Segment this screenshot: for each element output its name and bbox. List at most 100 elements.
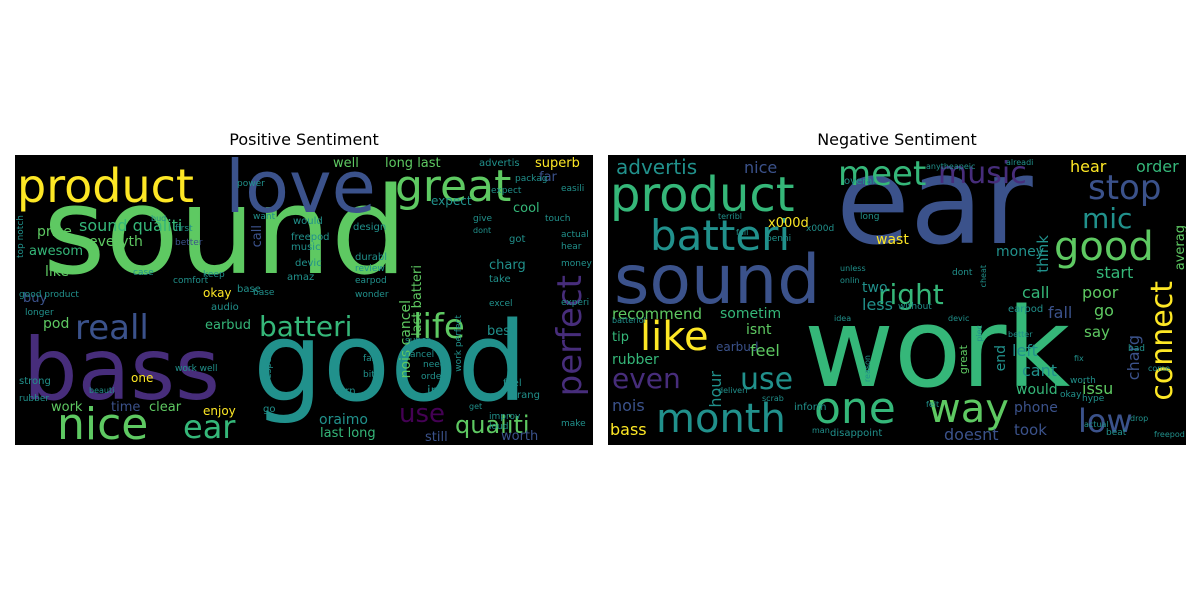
word: use xyxy=(740,362,794,397)
word: averag xyxy=(1173,225,1186,271)
word: long xyxy=(860,212,880,222)
positive-sentiment-title: Positive Sentiment xyxy=(229,130,379,149)
word: amaz xyxy=(287,272,315,283)
word: full xyxy=(736,228,749,237)
word: superb xyxy=(535,156,580,171)
word: top notch xyxy=(16,215,26,259)
word: dont xyxy=(952,268,973,278)
word: okay xyxy=(203,286,232,300)
word: expect xyxy=(491,186,522,196)
word: reall xyxy=(75,308,149,348)
word: nice xyxy=(57,399,149,446)
word: drop xyxy=(1130,414,1149,423)
word: buy xyxy=(23,291,48,306)
word: durabl xyxy=(355,252,388,263)
word: touch xyxy=(545,214,571,224)
negative-word-cloud: ear work sound product batteri one month… xyxy=(608,155,1186,445)
word: super xyxy=(405,336,431,346)
word: overal xyxy=(844,176,876,187)
word: connect xyxy=(1145,281,1180,401)
word: two xyxy=(862,280,888,296)
word: still xyxy=(425,430,448,445)
negative-sentiment-title: Negative Sentiment xyxy=(817,130,977,149)
word: less xyxy=(862,295,893,314)
word: better xyxy=(175,238,203,248)
word: bass xyxy=(23,320,220,420)
word: hear xyxy=(1070,157,1107,176)
word: fix xyxy=(1074,354,1084,363)
word: go xyxy=(1094,301,1114,320)
word: cheat xyxy=(979,265,988,288)
word: product xyxy=(17,159,194,213)
word: music xyxy=(291,242,321,253)
word: month xyxy=(656,396,786,442)
word: x000d xyxy=(768,216,809,231)
word: feel xyxy=(503,378,522,389)
word: better xyxy=(1008,330,1033,339)
word: cool xyxy=(513,201,540,216)
word: sound qualiti xyxy=(79,216,183,235)
word: worth xyxy=(1070,376,1096,386)
word: sometim xyxy=(720,306,782,322)
word: recommend xyxy=(612,305,702,323)
word: right xyxy=(878,278,944,311)
word: man xyxy=(812,426,830,435)
word: review xyxy=(355,264,385,274)
word: especi xyxy=(264,350,274,379)
word: last batteri xyxy=(410,265,425,336)
word: cancel xyxy=(405,350,435,360)
word: without xyxy=(898,302,932,312)
word: everyth xyxy=(89,234,143,250)
word: doesnt xyxy=(944,425,999,444)
word: idea xyxy=(834,314,852,323)
word: devic xyxy=(295,258,322,269)
word: ear xyxy=(836,155,1033,272)
word: advertis xyxy=(616,155,698,179)
word: nois xyxy=(612,396,645,415)
word: charg xyxy=(489,258,526,273)
word: take xyxy=(489,274,511,285)
word: piec xyxy=(975,325,984,342)
word: way xyxy=(928,386,1009,432)
word: bud xyxy=(151,214,167,223)
word: penni xyxy=(766,234,792,244)
word: left xyxy=(1012,341,1038,360)
word: price xyxy=(37,224,72,240)
word: wast xyxy=(876,232,909,248)
word: inform xyxy=(794,402,827,413)
word: great xyxy=(395,161,512,212)
word: worth xyxy=(501,429,539,444)
word: good product xyxy=(19,290,79,300)
word: expect xyxy=(431,194,472,208)
word: freepod xyxy=(1154,430,1185,439)
word: call xyxy=(250,225,265,248)
word: money xyxy=(996,244,1044,260)
word: im xyxy=(427,384,444,399)
word: music xyxy=(938,156,1027,191)
word: reason xyxy=(863,355,872,383)
word: rubber xyxy=(612,352,659,368)
word: terribl xyxy=(718,212,743,221)
word: okay xyxy=(1060,390,1082,400)
word: low xyxy=(1078,402,1133,440)
word: rubber xyxy=(19,394,50,404)
word: poor xyxy=(1082,283,1119,302)
word: freepod xyxy=(291,232,330,243)
word: cant xyxy=(1022,361,1058,380)
word: turn xyxy=(335,386,356,397)
word: qualiti xyxy=(455,411,530,439)
word: devic xyxy=(948,314,970,323)
word: far xyxy=(539,170,557,185)
word: alreadi xyxy=(1006,158,1034,167)
word: call xyxy=(1022,283,1050,302)
word: experi xyxy=(561,298,590,308)
word: fast xyxy=(363,354,380,364)
word: feel xyxy=(750,341,780,360)
word: design xyxy=(353,222,387,233)
word: bad xyxy=(1128,344,1145,354)
word: power xyxy=(237,179,265,189)
word: long last xyxy=(385,156,441,171)
word: earbud xyxy=(716,340,759,354)
word: come xyxy=(1148,364,1171,373)
word: work xyxy=(804,284,1071,412)
